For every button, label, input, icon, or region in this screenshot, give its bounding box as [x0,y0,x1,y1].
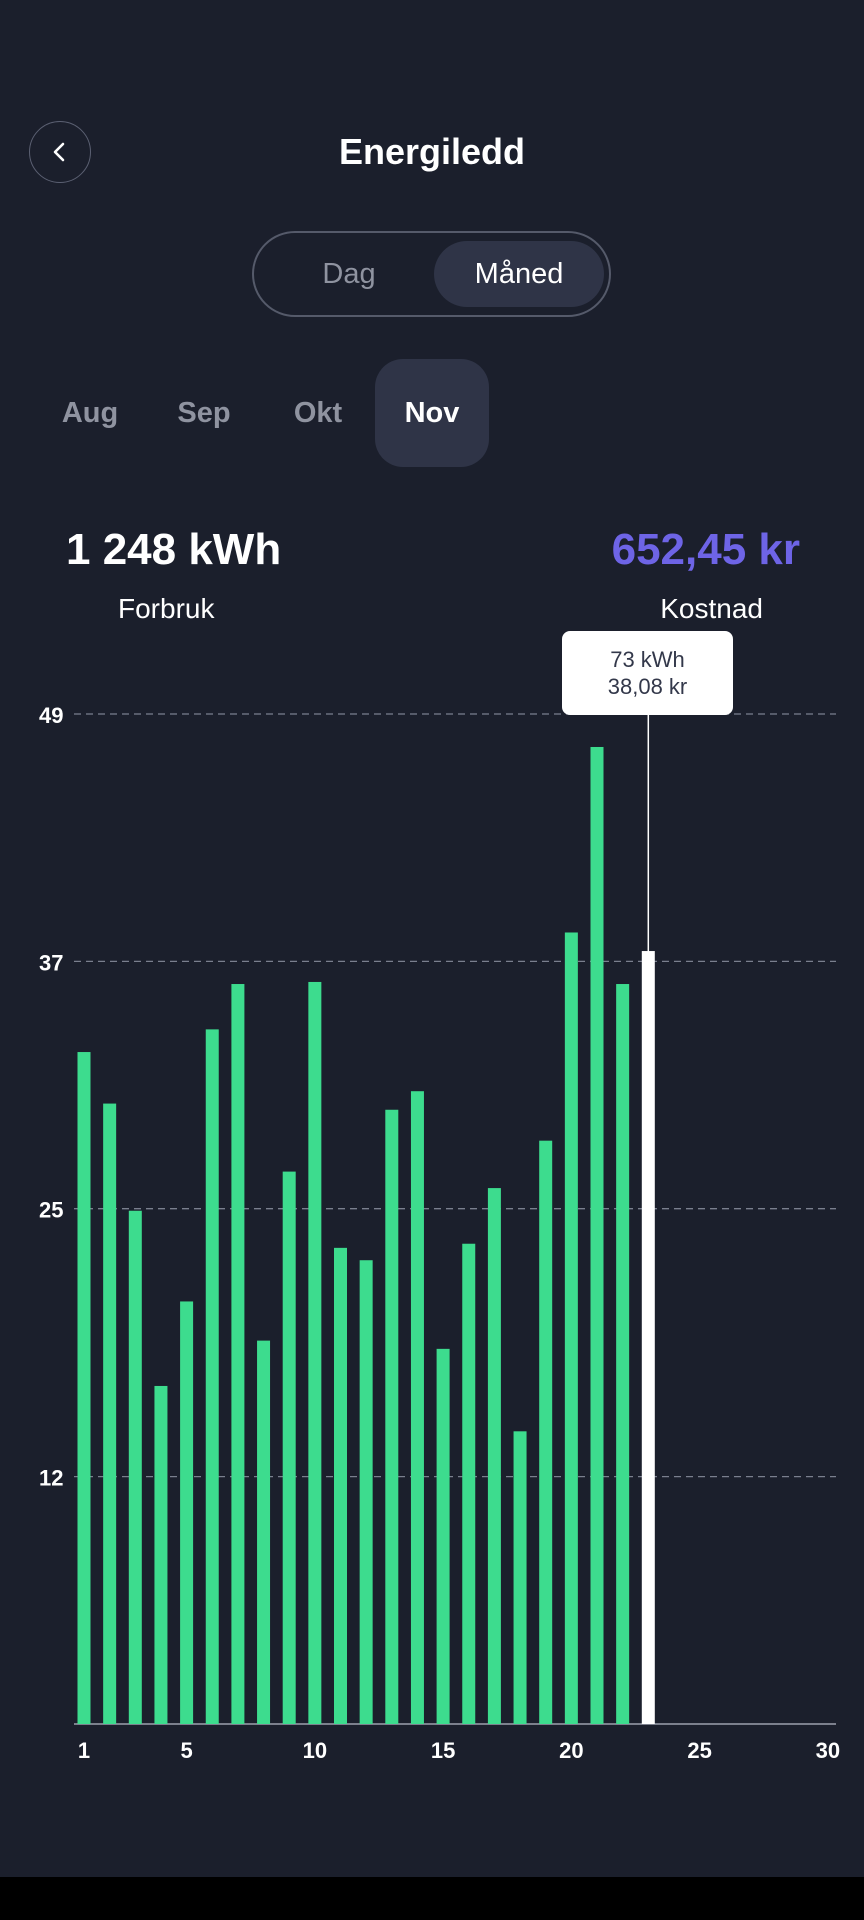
x-tick-label: 20 [559,1738,583,1763]
chart-bar[interactable] [231,984,245,1724]
chart-bar[interactable] [462,1243,476,1724]
month-selector: Aug Sep Okt Nov [0,359,864,467]
chart-bar[interactable] [334,1247,347,1724]
tooltip-kwh: 73 kWh [610,647,685,672]
chart-bar[interactable] [385,1109,399,1724]
chart-bar[interactable] [180,1301,194,1724]
x-tick-label: 30 [816,1738,840,1763]
chevron-left-icon [53,142,65,162]
month-tab-sep[interactable]: Sep [177,396,231,429]
month-tab-okt[interactable]: Okt [293,396,343,429]
chart-bar-selected[interactable] [641,951,655,1724]
y-tick-label: 37 [39,950,63,975]
tooltip-cost: 38,08 kr [607,674,688,699]
chart-bar[interactable] [103,1103,117,1724]
chart-bar[interactable] [513,1431,527,1724]
chart-bar[interactable] [257,1340,271,1724]
consumption-value: 1 248 kWh [66,525,282,574]
y-tick-label: 12 [39,1466,63,1491]
x-tick-label: 25 [687,1738,711,1763]
x-tick-label: 5 [180,1738,192,1763]
chart-bar[interactable] [616,984,630,1724]
chart-bar[interactable] [282,1171,296,1724]
chart-bar[interactable] [564,932,578,1724]
month-tab-aug[interactable]: Aug [61,396,119,429]
system-nav-bar [0,1877,864,1920]
x-tick-label: 1 [78,1738,90,1763]
x-tick-label: 10 [303,1738,327,1763]
chart-bar[interactable] [205,1029,219,1724]
x-tick-label: 15 [431,1738,455,1763]
chart-tooltip: 73 kWh 38,08 kr [562,631,733,715]
y-tick-label: 25 [39,1198,63,1223]
chart-bar[interactable] [436,1348,450,1724]
chart-bar[interactable] [308,981,322,1724]
chart-bar[interactable] [359,1260,373,1724]
back-button[interactable] [29,121,91,183]
cost-label: Kostnad [660,593,763,624]
chart-bar[interactable] [410,1091,424,1724]
month-tab-nov[interactable]: Nov [375,359,489,467]
chart-bar[interactable] [77,1052,91,1724]
cost-value: 652,45 kr [611,525,800,574]
page-title: Energiledd [338,131,526,172]
toggle-maned[interactable]: Måned [434,241,604,307]
chart-bar[interactable] [487,1188,501,1724]
y-tick-label: 49 [39,703,63,728]
chart-bar[interactable] [539,1140,553,1724]
chart-bar[interactable] [590,746,604,1724]
toggle-dag[interactable]: Dag [322,257,376,290]
chart-bar[interactable] [154,1385,168,1724]
chart-bar[interactable] [128,1210,142,1724]
period-toggle: Dag Måned [252,231,611,317]
consumption-label: Forbruk [118,593,215,624]
